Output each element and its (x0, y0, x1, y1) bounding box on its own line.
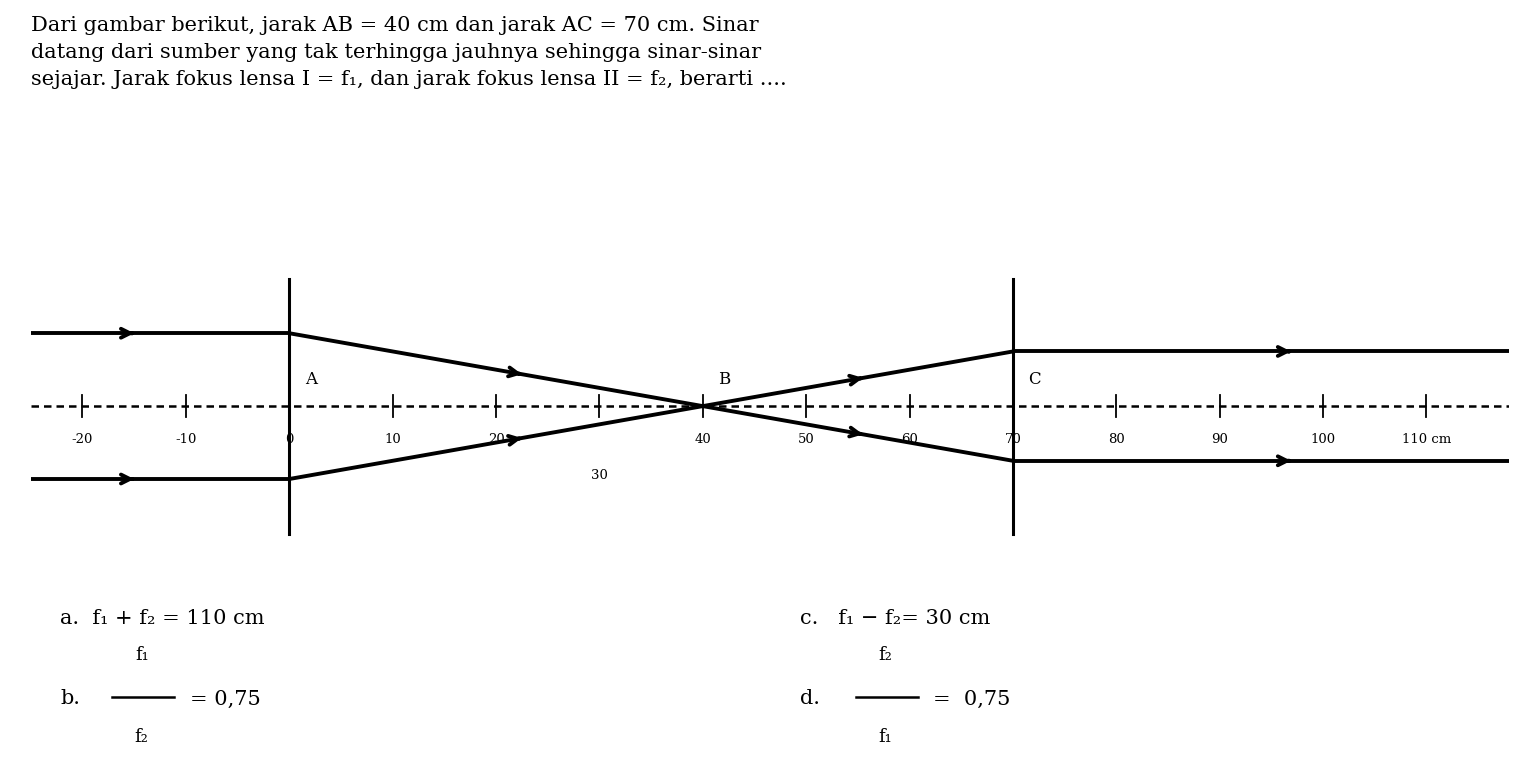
Text: Dari gambar berikut, jarak AB = 40 cm dan jarak AC = 70 cm. Sinar
datang dari su: Dari gambar berikut, jarak AB = 40 cm da… (31, 16, 787, 89)
Text: 20: 20 (488, 433, 505, 446)
Text: 110 cm: 110 cm (1401, 433, 1451, 446)
Text: =  0,75: = 0,75 (933, 690, 1010, 708)
Text: 0: 0 (285, 433, 294, 446)
Text: 70: 70 (1004, 433, 1021, 446)
Text: A: A (305, 371, 317, 388)
Text: 90: 90 (1212, 433, 1229, 446)
Text: b.: b. (60, 690, 80, 708)
Text: 40: 40 (695, 433, 711, 446)
Text: c.   f₁ − f₂= 30 cm: c. f₁ − f₂= 30 cm (799, 609, 990, 628)
Text: f₂: f₂ (134, 728, 149, 747)
Text: 30: 30 (591, 469, 608, 483)
Text: d.: d. (799, 690, 819, 708)
Text: = 0,75: = 0,75 (191, 690, 262, 708)
Text: a.  f₁ + f₂ = 110 cm: a. f₁ + f₂ = 110 cm (60, 609, 265, 628)
Text: -20: -20 (72, 433, 94, 446)
Text: 10: 10 (385, 433, 400, 446)
Text: 60: 60 (901, 433, 918, 446)
Text: 100: 100 (1311, 433, 1335, 446)
Text: 50: 50 (798, 433, 815, 446)
Text: C: C (1029, 371, 1041, 388)
Text: 80: 80 (1107, 433, 1124, 446)
Text: -10: -10 (176, 433, 197, 446)
Text: B: B (718, 371, 730, 388)
Text: f₂: f₂ (878, 646, 892, 664)
Text: f₁: f₁ (878, 728, 892, 747)
Text: f₁: f₁ (136, 646, 148, 664)
